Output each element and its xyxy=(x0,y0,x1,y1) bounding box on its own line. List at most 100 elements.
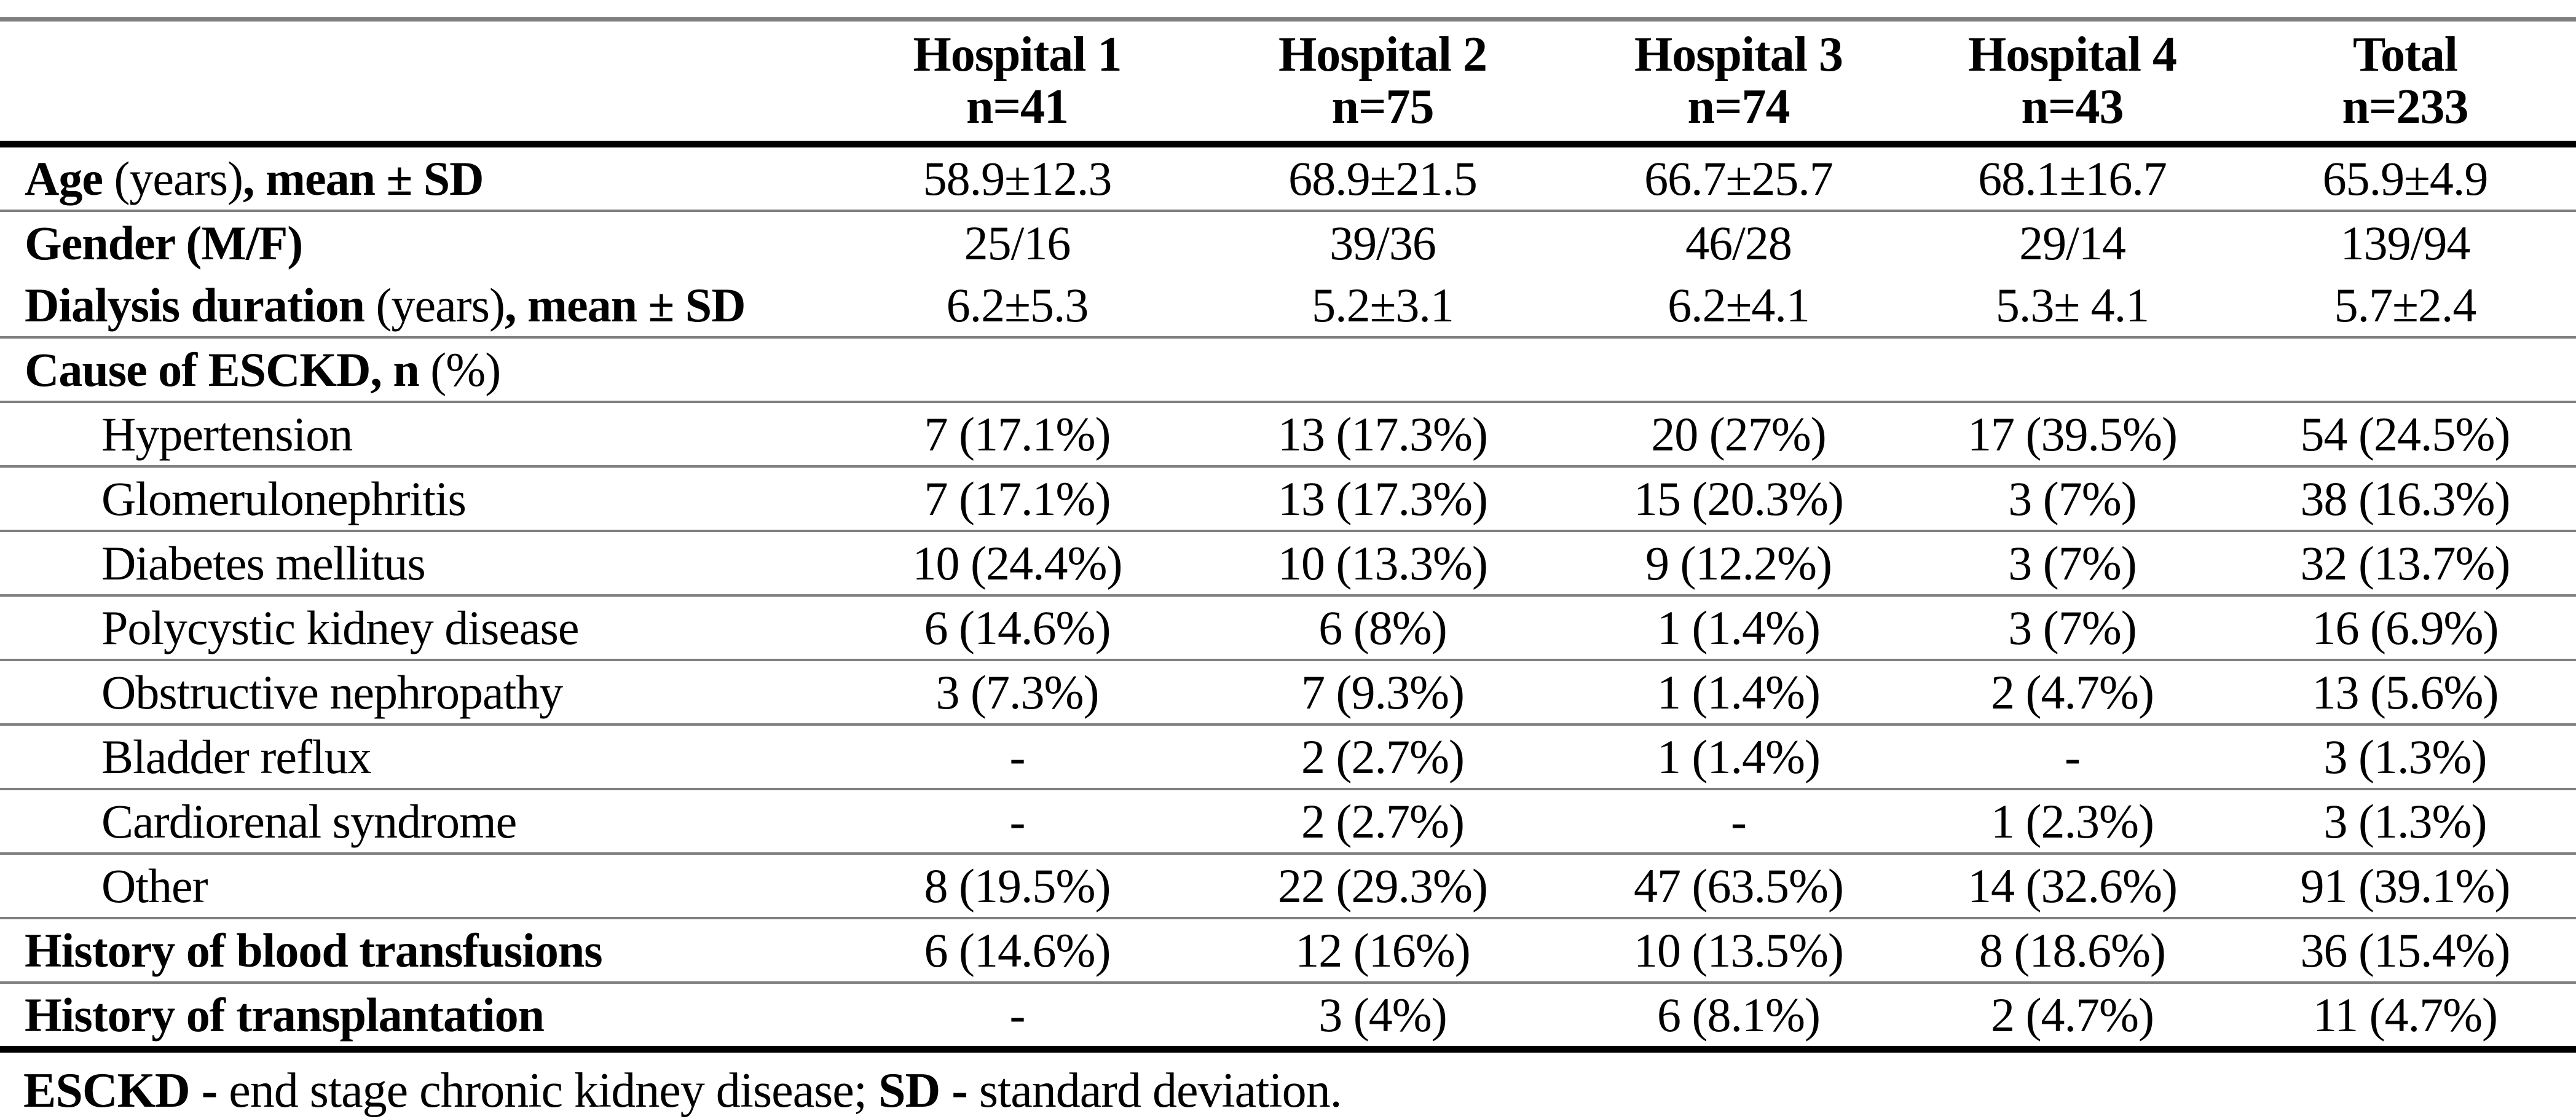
cell: 20 (27%) xyxy=(1651,407,1826,461)
header-empty-cell xyxy=(0,20,836,144)
cell: 3 (4%) xyxy=(1318,987,1447,1042)
row-dialysis-duration: Dialysis duration (years), mean ± SD 6.2… xyxy=(0,274,2576,337)
cell: 39/36 xyxy=(1329,216,1436,270)
row-label: Bladder reflux xyxy=(101,729,372,783)
cell: 3 (1.3%) xyxy=(2323,729,2487,783)
cell: 3 (7%) xyxy=(2008,471,2137,525)
cell: 3 (7%) xyxy=(2008,536,2137,590)
column-header-hospital-3: Hospital 3 n=74 xyxy=(1567,20,1910,144)
cell: 7 (17.1%) xyxy=(924,407,1111,461)
cell: 38 (16.3%) xyxy=(2300,471,2511,525)
cell: 5.3± 4.1 xyxy=(1995,278,2149,332)
column-header-hospital-1: Hospital 1 n=41 xyxy=(836,20,1199,144)
cell: 10 (13.5%) xyxy=(1634,923,1844,977)
column-header-hospital-2: Hospital 2 n=75 xyxy=(1199,20,1567,144)
row-label: Glomerulonephritis xyxy=(101,471,467,525)
row-label: Cardiorenal syndrome xyxy=(101,794,517,848)
row-obstructive-nephropathy: Obstructive nephropathy 3 (7.3%) 7 (9.3%… xyxy=(0,660,2576,724)
cell: 7 (17.1%) xyxy=(924,471,1111,525)
cell: 1 (1.4%) xyxy=(1657,729,1821,783)
row-gender: Gender (M/F) 25/16 39/36 46/28 29/14 139… xyxy=(0,211,2576,274)
row-label: Age (years), mean ± SD xyxy=(25,151,484,205)
cell: 14 (32.6%) xyxy=(1967,858,2178,913)
row-label: History of transplantation xyxy=(25,987,545,1042)
cell: 36 (15.4%) xyxy=(2300,923,2511,977)
cell: 6.2±4.1 xyxy=(1668,278,1810,332)
column-title: Hospital 2 xyxy=(1278,28,1487,82)
cell: 2 (4.7%) xyxy=(1991,987,2154,1042)
cell: 25/16 xyxy=(964,216,1071,270)
cell: 66.7±25.7 xyxy=(1644,151,1834,205)
cell: 9 (12.2%) xyxy=(1645,536,1832,590)
cell: 11 (4.7%) xyxy=(2312,987,2498,1042)
cell: 8 (18.6%) xyxy=(1979,923,2166,977)
cell: 5.2±3.1 xyxy=(1312,278,1454,332)
row-label: Gender (M/F) xyxy=(25,216,303,270)
cell: 3 (7%) xyxy=(2008,600,2137,654)
row-label: Obstructive nephropathy xyxy=(101,665,563,719)
cell xyxy=(2234,337,2576,402)
cell: 58.9±12.3 xyxy=(923,151,1113,205)
row-bladder-reflux: Bladder reflux - 2 (2.7%) 1 (1.4%) - 3 (… xyxy=(0,724,2576,789)
cell: 6 (14.6%) xyxy=(924,923,1111,977)
cell: 3 (7.3%) xyxy=(935,665,1100,719)
cell: - xyxy=(1009,987,1026,1042)
cell: 12 (16%) xyxy=(1295,923,1470,977)
cell: 10 (24.4%) xyxy=(912,536,1123,590)
cell: 7 (9.3%) xyxy=(1301,665,1465,719)
cell xyxy=(1567,337,1910,402)
column-sample-size: n=75 xyxy=(1331,80,1434,134)
cell: 46/28 xyxy=(1685,216,1792,270)
row-history-blood-transfusions: History of blood transfusions 6 (14.6%) … xyxy=(0,918,2576,983)
row-history-transplantation: History of transplantation - 3 (4%) 6 (8… xyxy=(0,983,2576,1050)
column-sample-size: n=41 xyxy=(966,80,1069,134)
cell: 68.9±21.5 xyxy=(1288,151,1478,205)
cell: 22 (29.3%) xyxy=(1278,858,1488,913)
cell: 54 (24.5%) xyxy=(2300,407,2511,461)
row-cause-of-esckd-section: Cause of ESCKD, n (%) xyxy=(0,337,2576,402)
column-title: Total xyxy=(2353,28,2458,82)
column-sample-size: n=43 xyxy=(2021,80,2124,134)
row-hypertension: Hypertension 7 (17.1%) 13 (17.3%) 20 (27… xyxy=(0,402,2576,466)
table-footnote: ESCKD - end stage chronic kidney disease… xyxy=(23,1064,1342,1118)
cell: 15 (20.3%) xyxy=(1634,471,1844,525)
row-cardiorenal-syndrome: Cardiorenal syndrome - 2 (2.7%) - 1 (2.3… xyxy=(0,789,2576,854)
row-diabetes-mellitus: Diabetes mellitus 10 (24.4%) 10 (13.3%) … xyxy=(0,531,2576,595)
cell: 68.1±16.7 xyxy=(1978,151,2167,205)
cell: 8 (19.5%) xyxy=(924,858,1111,913)
cell: 91 (39.1%) xyxy=(2300,858,2511,913)
cell: - xyxy=(2065,729,2081,783)
cell: 13 (5.6%) xyxy=(2312,665,2499,719)
cell: 10 (13.3%) xyxy=(1278,536,1488,590)
row-label: History of blood transfusions xyxy=(25,923,603,977)
column-header-total: Total n=233 xyxy=(2234,20,2576,144)
row-glomerulonephritis: Glomerulonephritis 7 (17.1%) 13 (17.3%) … xyxy=(0,466,2576,531)
cell xyxy=(1910,337,2234,402)
row-other: Other 8 (19.5%) 22 (29.3%) 47 (63.5%) 14… xyxy=(0,854,2576,918)
cell: - xyxy=(1009,794,1026,848)
column-title: Hospital 4 xyxy=(1968,28,2177,82)
cell: 1 (1.4%) xyxy=(1657,665,1821,719)
column-title: Hospital 3 xyxy=(1634,28,1843,82)
cell: 3 (1.3%) xyxy=(2323,794,2487,848)
cell: 5.7±2.4 xyxy=(2334,278,2477,332)
cell: 13 (17.3%) xyxy=(1278,407,1488,461)
cell: 6 (14.6%) xyxy=(924,600,1111,654)
column-sample-size: n=74 xyxy=(1687,80,1790,134)
column-header-hospital-4: Hospital 4 n=43 xyxy=(1910,20,2234,144)
cell: 6.2±5.3 xyxy=(946,278,1089,332)
patient-characteristics-table: Hospital 1 n=41 Hospital 2 n=75 Hospital… xyxy=(0,17,2576,1053)
column-sample-size: n=233 xyxy=(2342,80,2468,134)
column-title: Hospital 1 xyxy=(913,28,1122,82)
row-label: Dialysis duration (years), mean ± SD xyxy=(25,278,746,332)
row-label: Hypertension xyxy=(101,407,353,461)
cell: 139/94 xyxy=(2340,216,2471,270)
row-age: Age (years), mean ± SD 58.9±12.3 68.9±21… xyxy=(0,144,2576,211)
row-label: Diabetes mellitus xyxy=(101,536,426,590)
cell: 6 (8.1%) xyxy=(1657,987,1821,1042)
row-label: Polycystic kidney disease xyxy=(101,600,580,654)
cell: 6 (8%) xyxy=(1318,600,1447,654)
cell: 16 (6.9%) xyxy=(2312,600,2499,654)
cell: 2 (2.7%) xyxy=(1301,794,1465,848)
